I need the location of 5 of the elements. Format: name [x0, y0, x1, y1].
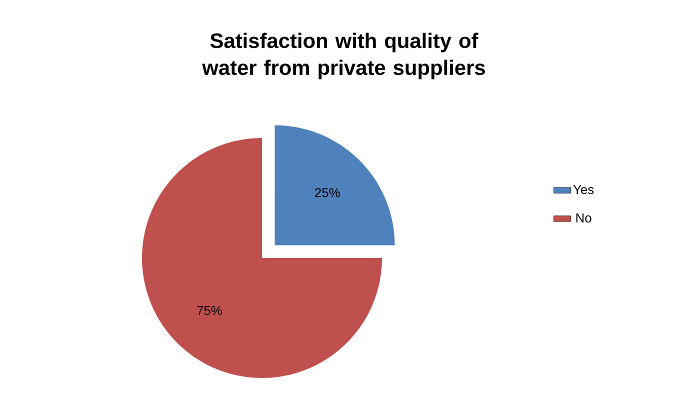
- legend-label: No: [576, 213, 592, 222]
- data-label: 25%: [315, 188, 340, 198]
- data-label: 75%: [197, 306, 222, 316]
- legend-label: Yes: [573, 185, 594, 194]
- chart-title: Satisfaction with quality of water from private suppliers: [202, 32, 485, 80]
